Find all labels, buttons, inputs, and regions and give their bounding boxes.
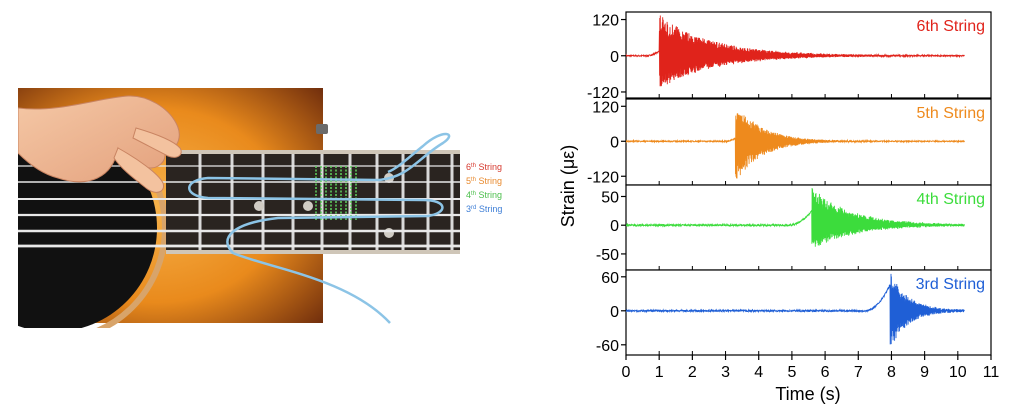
x-axis: 0 1 2 3 4 5 6 7 8 9 10 11 xyxy=(622,355,1000,381)
x-tick-label: 1 xyxy=(655,364,664,381)
string-label-4th: 4th String xyxy=(466,190,502,200)
strain-sensor-array xyxy=(315,166,357,220)
y-tick-label: -60 xyxy=(596,338,619,355)
x-tick-label: 0 xyxy=(622,364,631,381)
y-tick-label: 0 xyxy=(610,49,619,66)
fretboard-edge xyxy=(166,150,460,154)
sensor-cable xyxy=(188,132,451,324)
y-axis-label: Strain (με) xyxy=(558,145,578,227)
x-tick-label: 3 xyxy=(721,364,730,381)
x-axis-label: Time (s) xyxy=(775,384,840,404)
panel-4: 60 0 -60 3rd String xyxy=(596,269,992,356)
string-label-6th: 6th String xyxy=(466,162,502,172)
x-tick-label: 4 xyxy=(754,364,763,381)
y-tick-label: 60 xyxy=(601,270,619,287)
series-label-2: 5th String xyxy=(917,105,985,122)
x-tick-label: 5 xyxy=(787,364,796,381)
x-tick-label: 10 xyxy=(949,364,967,381)
series-line-2 xyxy=(625,113,965,179)
y-tick-label: 120 xyxy=(592,13,619,30)
y-tick-label: -120 xyxy=(587,85,619,102)
x-tick-label: 2 xyxy=(688,364,697,381)
series-label-3: 4th String xyxy=(917,191,985,208)
panel-frame xyxy=(625,184,992,271)
y-tick-label: 50 xyxy=(601,189,619,206)
y-tick-label: -120 xyxy=(587,169,619,186)
y-tick-label: 0 xyxy=(610,218,619,235)
series-line-3 xyxy=(625,187,965,247)
series-label-4: 3rd String xyxy=(916,276,985,293)
y-tick-label: 0 xyxy=(610,134,619,151)
panel-2: 120 0 -120 5th String xyxy=(587,98,992,186)
y-tick-label: -50 xyxy=(596,247,619,264)
series-label-1: 6th String xyxy=(917,18,985,35)
panel-1: 120 0 -120 6th String xyxy=(587,11,992,102)
series-line-4 xyxy=(625,273,965,345)
frets xyxy=(198,154,454,250)
x-tick-label: 7 xyxy=(854,364,863,381)
x-tick-label: 6 xyxy=(821,364,830,381)
panel-3: 50 0 -50 4th String xyxy=(596,184,992,271)
x-tick-label: 11 xyxy=(983,364,1000,381)
y-tick-label: 0 xyxy=(610,304,619,321)
x-tick-label: 9 xyxy=(920,364,929,381)
tuning-peg xyxy=(316,124,328,134)
series-line-1 xyxy=(625,15,965,87)
x-tick-label: 8 xyxy=(887,364,896,381)
fretboard xyxy=(166,154,460,250)
string-label-3rd: 3rd String xyxy=(466,204,502,214)
y-tick-label: 120 xyxy=(592,99,619,116)
chart-panels: 120 0 -120 6th String 120 0 -120 5th String 50 0 -… xyxy=(587,11,992,356)
string-label-5th: 5th String xyxy=(466,176,502,186)
guitar-illustration: 6th String 5th String 4th String 3rd Str… xyxy=(18,88,502,328)
